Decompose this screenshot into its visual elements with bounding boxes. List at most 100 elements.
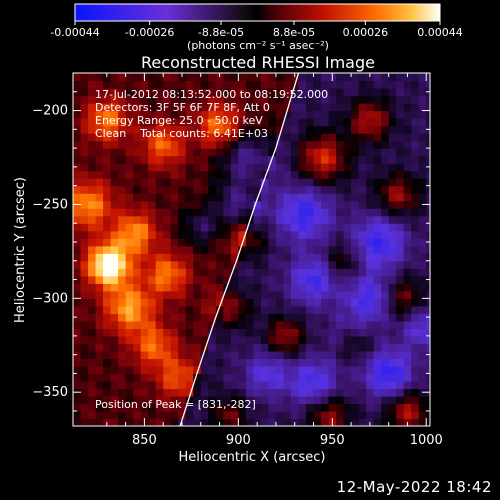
heatmap-cell	[238, 178, 247, 187]
heatmap-cell	[290, 230, 300, 239]
heatmap-cell	[411, 178, 420, 187]
heatmap-cell	[366, 215, 375, 224]
heatmap-cell	[305, 185, 315, 194]
heatmap-cell	[275, 418, 285, 426]
heatmap-cell	[396, 305, 405, 314]
heatmap-cell	[411, 343, 420, 352]
heatmap-cell	[118, 73, 127, 82]
heatmap-cell	[426, 140, 430, 149]
heatmap-cell	[245, 350, 254, 359]
heatmap-cell	[125, 373, 134, 382]
heatmap-cell	[396, 388, 405, 397]
heatmap-cell	[283, 238, 292, 247]
heatmap-cell	[223, 140, 232, 149]
heatmap-cell	[133, 118, 142, 127]
heatmap-cell	[328, 133, 337, 142]
heatmap-cell	[373, 305, 382, 314]
heatmap-cell	[313, 268, 322, 277]
heatmap-cell	[200, 155, 209, 164]
heatmap-cell	[215, 373, 224, 382]
heatmap-cell	[110, 80, 119, 89]
heatmap-cell	[245, 343, 254, 352]
heatmap-cell	[200, 95, 209, 104]
heatmap-cell	[245, 140, 254, 149]
heatmap-cell	[321, 230, 330, 239]
heatmap-cell	[95, 298, 104, 307]
heatmap-cell	[418, 125, 427, 134]
heatmap-cell	[373, 350, 382, 359]
heatmap-cell	[388, 178, 397, 187]
heatmap-cell	[260, 245, 270, 254]
heatmap-cell	[95, 320, 104, 329]
heatmap-cell	[358, 328, 367, 337]
heatmap-cell	[208, 125, 217, 134]
heatmap-cell	[148, 230, 157, 239]
heatmap-cell	[245, 268, 254, 277]
heatmap-cell	[426, 118, 430, 127]
heatmap-cell	[396, 80, 405, 89]
heatmap-cell	[200, 223, 209, 232]
heatmap-cell	[373, 178, 382, 187]
heatmap-cell	[396, 155, 405, 164]
heatmap-cell	[411, 350, 420, 359]
heatmap-cell	[418, 245, 427, 254]
heatmap-cell	[178, 193, 187, 202]
heatmap-cell	[260, 95, 270, 104]
heatmap-cell	[103, 268, 112, 277]
heatmap-cell	[230, 208, 239, 217]
heatmap-cell	[103, 335, 112, 344]
heatmap-cell	[245, 200, 254, 209]
heatmap-cell	[215, 290, 224, 299]
heatmap-cell	[88, 268, 97, 277]
heatmap-cell	[366, 290, 375, 299]
heatmap-cell	[298, 178, 307, 187]
heatmap-cell	[80, 118, 89, 127]
heatmap-cell	[381, 215, 390, 224]
heatmap-cell	[103, 125, 112, 134]
heatmap-cell	[125, 313, 134, 322]
heatmap-cell	[298, 230, 307, 239]
heatmap-cell	[95, 283, 104, 292]
heatmap-cell	[290, 253, 300, 262]
heatmap-cell	[336, 410, 345, 420]
heatmap-cell	[366, 200, 375, 209]
x-axis-label: Heliocentric X (arcsec)	[179, 450, 326, 465]
heatmap-cell	[133, 418, 142, 426]
heatmap-cell	[351, 110, 360, 119]
heatmap-cell	[223, 320, 232, 329]
heatmap-cell	[88, 95, 97, 104]
heatmap-cell	[238, 388, 247, 397]
heatmap-cell	[208, 320, 217, 329]
heatmap-cell	[336, 73, 345, 82]
heatmap-cell	[238, 275, 247, 284]
heatmap-cell	[133, 290, 142, 299]
heatmap-cell	[403, 215, 412, 224]
heatmap-cell	[396, 313, 405, 322]
heatmap-cell	[223, 155, 232, 164]
heatmap-cell	[381, 283, 390, 292]
heatmap-cell	[155, 410, 164, 420]
heatmap-cell	[230, 163, 239, 172]
heatmap-cell	[148, 260, 157, 269]
heatmap-cell	[358, 253, 367, 262]
heatmap-cell	[351, 163, 360, 172]
heatmap-cell	[155, 185, 164, 194]
heatmap-cell	[103, 328, 112, 337]
heatmap-cell	[253, 313, 262, 322]
heatmap-cell	[163, 200, 172, 209]
heatmap-cell	[95, 275, 104, 284]
heatmap-cell	[80, 245, 89, 254]
heatmap-cell	[163, 373, 172, 382]
heatmap-cell	[110, 298, 119, 307]
heatmap-cell	[73, 253, 82, 262]
heatmap-cell	[155, 358, 164, 367]
heatmap-cell	[170, 185, 179, 194]
heatmap-cell	[268, 388, 277, 397]
heatmap-cell	[163, 388, 172, 397]
heatmap-cell	[80, 73, 89, 82]
heatmap-cell	[411, 253, 420, 262]
heatmap-cell	[245, 163, 254, 172]
heatmap-cell	[73, 290, 82, 299]
heatmap-cell	[80, 155, 89, 164]
heatmap-cell	[373, 148, 382, 157]
